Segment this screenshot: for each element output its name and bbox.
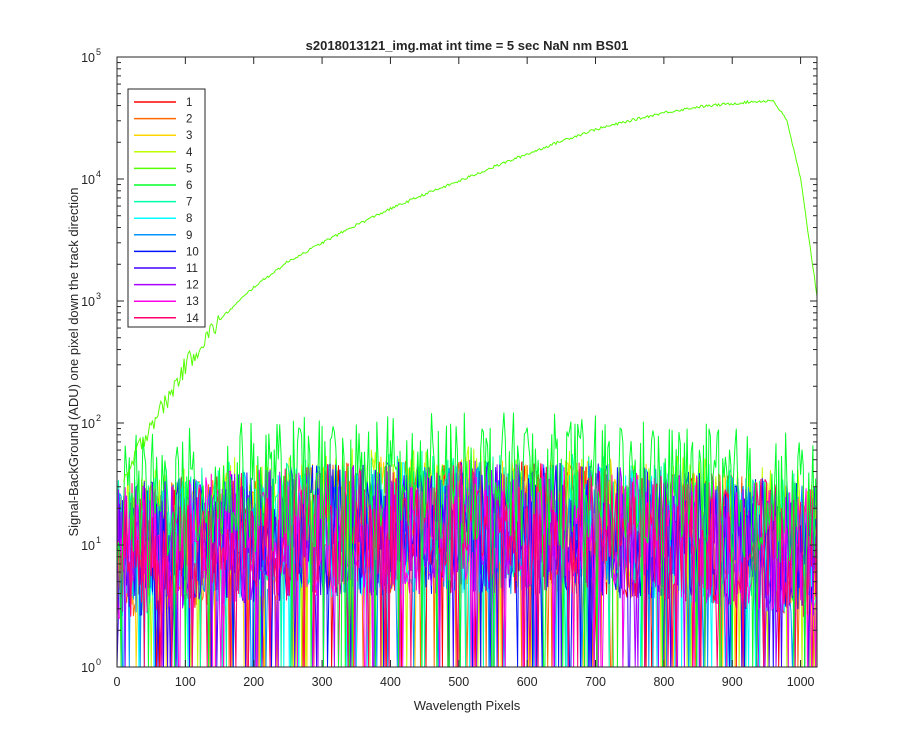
legend-label-1: 1 xyxy=(186,97,192,109)
series-line-6 xyxy=(117,412,817,667)
series-line-10 xyxy=(117,460,817,667)
x-tick-label: 800 xyxy=(653,675,674,689)
series-line-14 xyxy=(117,461,817,667)
chart-title: s2018013121_img.mat int time = 5 sec NaN… xyxy=(306,38,629,53)
y-axis-label: Signal-BackGround (ADU) one pixel down t… xyxy=(66,187,81,536)
legend-label-4: 4 xyxy=(186,147,193,159)
x-tick-label: 400 xyxy=(380,675,401,689)
y-tick-exponent: 5 xyxy=(96,47,101,57)
y-tick-label: 10 xyxy=(81,295,95,309)
legend-label-6: 6 xyxy=(186,180,192,192)
legend-label-11: 11 xyxy=(186,263,198,275)
x-tick-label: 500 xyxy=(448,675,469,689)
x-tick-label: 100 xyxy=(175,675,196,689)
legend-label-5: 5 xyxy=(186,163,192,175)
legend-label-7: 7 xyxy=(186,197,192,209)
legend-label-13: 13 xyxy=(186,296,199,308)
y-tick-label: 10 xyxy=(81,661,95,675)
x-tick-label: 1000 xyxy=(787,675,815,689)
y-tick-exponent: 3 xyxy=(96,291,101,301)
y-tick-label: 10 xyxy=(81,417,95,431)
x-axis-label: Wavelength Pixels xyxy=(414,698,521,713)
legend-label-14: 14 xyxy=(186,313,199,325)
legend-label-2: 2 xyxy=(186,114,192,126)
y-tick-label: 10 xyxy=(81,173,95,187)
y-tick-exponent: 2 xyxy=(96,413,101,423)
legend-label-3: 3 xyxy=(186,130,192,142)
x-tick-label: 200 xyxy=(243,675,264,689)
y-tick-label: 10 xyxy=(81,51,95,65)
y-tick-exponent: 4 xyxy=(96,169,101,179)
y-tick-exponent: 0 xyxy=(96,657,101,667)
y-tick-exponent: 1 xyxy=(96,535,101,545)
x-tick-label: 700 xyxy=(585,675,606,689)
y-tick-label: 10 xyxy=(81,539,95,553)
series-layer xyxy=(117,99,817,667)
legend-box xyxy=(127,88,206,328)
legend-label-12: 12 xyxy=(186,280,199,292)
series-line-5 xyxy=(123,99,817,483)
x-tick-label: 0 xyxy=(114,675,121,689)
x-tick-label: 900 xyxy=(722,675,743,689)
axes-box xyxy=(116,56,818,668)
legend-label-9: 9 xyxy=(186,230,192,242)
legend-label-8: 8 xyxy=(186,213,192,225)
legend-label-10: 10 xyxy=(186,246,199,258)
x-tick-label: 600 xyxy=(517,675,538,689)
x-tick-label: 300 xyxy=(312,675,333,689)
